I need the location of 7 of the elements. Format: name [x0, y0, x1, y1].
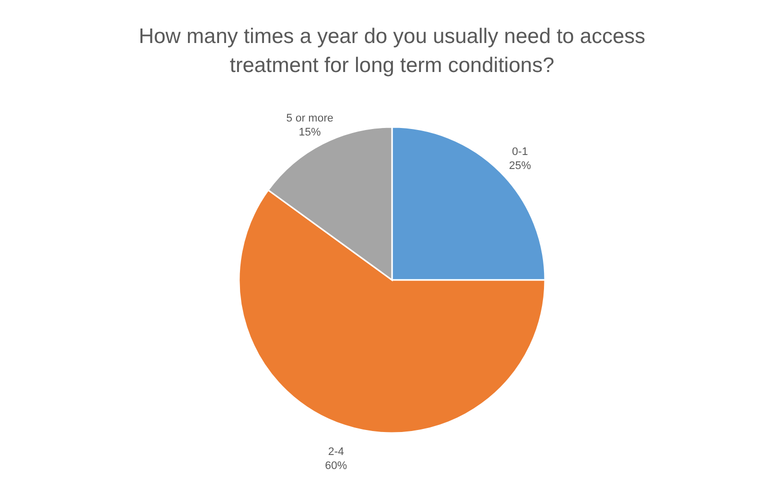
data-label: 25% — [508, 160, 532, 172]
data-label: 15% — [298, 126, 322, 139]
data-label: 60% — [325, 460, 348, 472]
slice-label: 5 or more — [286, 112, 334, 125]
chart-title: How many times a year do you usually need to access treatment for long term conditions? — [138, 25, 646, 77]
slice-label: 0-1 — [512, 146, 528, 158]
slice-label: 2-4 — [328, 446, 344, 458]
